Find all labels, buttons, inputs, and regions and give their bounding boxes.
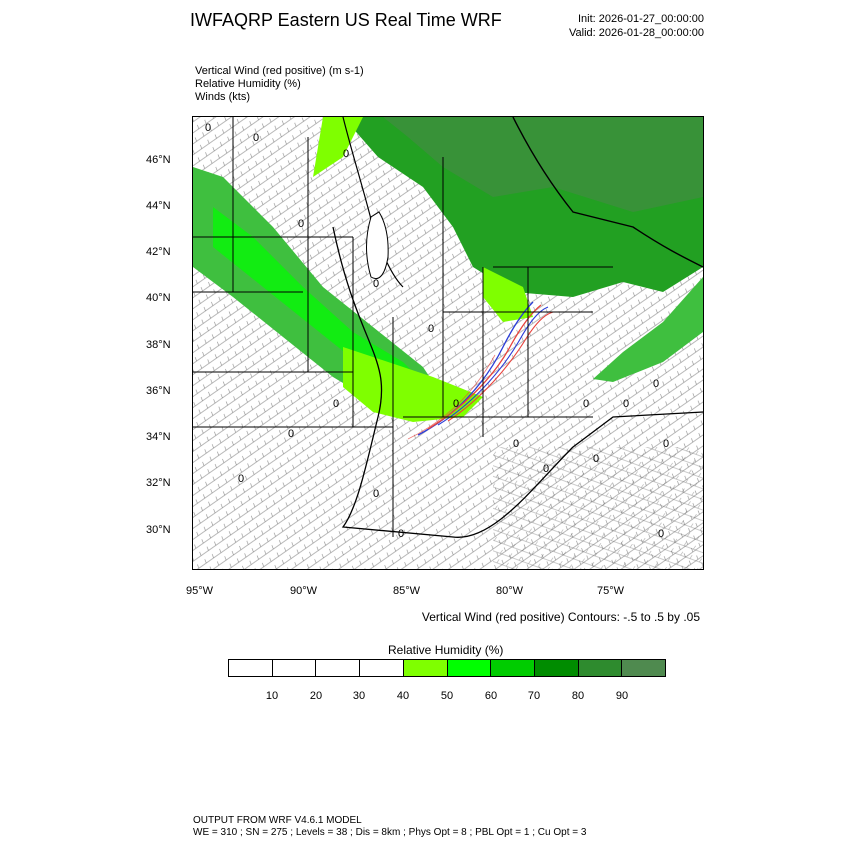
colorbar-label: 60 xyxy=(484,690,498,702)
chart-title: IWFAQRP Eastern US Real Time WRF xyxy=(190,10,502,30)
contour-zero-label: 0 xyxy=(623,398,629,410)
map-panel: 0 0 0 0 0 0 0 0 0 0 0 0 0 0 0 0 0 0 0 0 xyxy=(192,116,704,570)
colorbar-label: 90 xyxy=(615,690,629,702)
lat-label: 46°N xyxy=(146,154,171,166)
lat-label: 44°N xyxy=(146,200,171,212)
colorbar-label: 50 xyxy=(440,690,454,702)
weather-map: 0 0 0 0 0 0 0 0 0 0 0 0 0 0 0 0 0 0 0 0 xyxy=(193,117,703,569)
contour-zero-label: 0 xyxy=(543,463,549,475)
contour-note: Vertical Wind (red positive) Contours: -… xyxy=(421,610,700,624)
contour-zero-label: 0 xyxy=(398,528,404,540)
lake-michigan xyxy=(366,211,389,280)
colorbar-title: Relative Humidity (%) xyxy=(388,643,504,657)
contour-zero-label: 0 xyxy=(593,453,599,465)
footer-config: WE = 310 ; SN = 275 ; Levels = 38 ; Dis … xyxy=(193,827,587,838)
contour-zero-label: 0 xyxy=(453,398,459,410)
lat-label: 36°N xyxy=(146,385,171,397)
contour-zero-label: 0 xyxy=(513,438,519,450)
lon-label: 85°W xyxy=(393,585,421,597)
colorbar-cell xyxy=(578,660,623,676)
humidity-band-ohio xyxy=(483,267,533,322)
contour-zero-label: 0 xyxy=(428,323,434,335)
field-relative-humidity: Relative Humidity (%) xyxy=(195,78,301,90)
contour-zero-label: 0 xyxy=(343,148,349,160)
lon-label: 95°W xyxy=(186,585,214,597)
contour-positive-2 xyxy=(447,311,554,422)
lat-label: 40°N xyxy=(146,292,171,304)
contour-zero-label: 0 xyxy=(333,398,339,410)
lon-label: 75°W xyxy=(597,585,625,597)
colorbar-label: 20 xyxy=(309,690,323,702)
colorbar-label: 80 xyxy=(571,690,585,702)
lon-label: 90°W xyxy=(290,585,318,597)
contour-zero-label: 0 xyxy=(288,428,294,440)
contour-zero-label: 0 xyxy=(205,122,211,134)
colorbar-label: 30 xyxy=(352,690,366,702)
humidity-band-atlantic xyxy=(593,277,703,382)
lat-label: 38°N xyxy=(146,339,171,351)
lon-label: 80°W xyxy=(496,585,524,597)
contour-zero-label: 0 xyxy=(658,528,664,540)
colorbar-cell xyxy=(360,660,404,676)
colorbar-label: 10 xyxy=(265,690,279,702)
contour-zero-label: 0 xyxy=(663,438,669,450)
contour-zero-label: 0 xyxy=(653,378,659,390)
contour-negative-2 xyxy=(437,306,549,426)
wind-barbs-ocean xyxy=(493,447,703,569)
colorbar-cell xyxy=(316,660,361,676)
colorbar-cell xyxy=(229,660,273,676)
lat-label: 42°N xyxy=(146,246,171,258)
contour-zero-label: 0 xyxy=(583,398,589,410)
valid-time: Valid: 2026-01-28_00:00:00 xyxy=(569,27,704,39)
contour-zero-label: 0 xyxy=(238,473,244,485)
footer-model: OUTPUT FROM WRF V4.6.1 MODEL xyxy=(193,815,362,826)
init-time: Init: 2026-01-27_00:00:00 xyxy=(578,13,704,25)
field-winds: Winds (kts) xyxy=(195,91,250,103)
contour-positive-3 xyxy=(407,354,496,440)
contour-zero-label: 0 xyxy=(373,278,379,290)
colorbar-cell xyxy=(447,660,492,676)
colorbar-cell xyxy=(491,660,535,676)
colorbar-cell xyxy=(622,660,666,676)
colorbar-cell xyxy=(403,660,448,676)
colorbar-cell xyxy=(272,660,317,676)
contour-zero-label: 0 xyxy=(253,132,259,144)
colorbar-label: 40 xyxy=(396,690,410,702)
contour-positive-1 xyxy=(427,304,542,430)
contour-zero-label: 0 xyxy=(298,218,304,230)
lat-label: 30°N xyxy=(146,524,171,536)
field-vertical-wind: Vertical Wind (red positive) (m s-1) xyxy=(195,65,364,77)
colorbar-cell xyxy=(534,660,579,676)
humidity-band-minnesota xyxy=(313,117,363,177)
contour-zero-label: 0 xyxy=(373,488,379,500)
lat-label: 34°N xyxy=(146,431,171,443)
humidity-colorbar xyxy=(228,659,666,677)
lat-label: 32°N xyxy=(146,477,171,489)
colorbar-label: 70 xyxy=(527,690,541,702)
humidity-region-north-core xyxy=(383,117,703,212)
